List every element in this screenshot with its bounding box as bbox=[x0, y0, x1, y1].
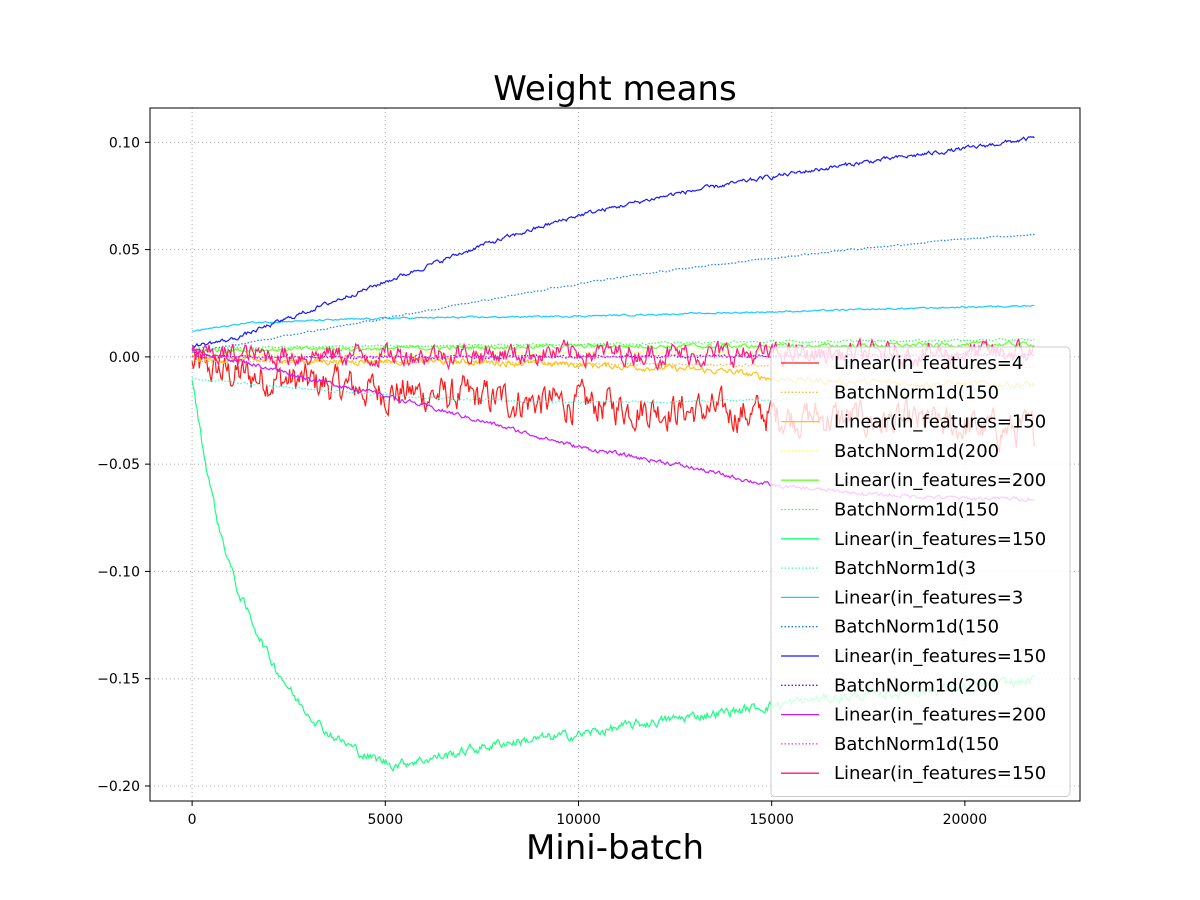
series-line bbox=[192, 233, 1035, 353]
legend-box bbox=[770, 346, 1071, 797]
y-tick-label: −0.15 bbox=[97, 672, 140, 688]
legend-label: Linear(in_features=150 bbox=[834, 763, 1046, 784]
series-line bbox=[191, 337, 1035, 350]
x-axis-label: Mini-batch bbox=[526, 828, 704, 868]
chart-title: Weight means bbox=[493, 69, 736, 109]
x-tick-label: 20000 bbox=[943, 812, 988, 828]
legend-label: BatchNorm1d(150 bbox=[834, 500, 999, 521]
legend-label: BatchNorm1d(200 bbox=[834, 441, 999, 462]
legend-label: Linear(in_features=4 bbox=[834, 353, 1023, 374]
series-line bbox=[191, 304, 1035, 332]
legend-label: Linear(in_features=3 bbox=[834, 587, 1023, 608]
series-line bbox=[191, 340, 1035, 354]
y-tick-label: 0.00 bbox=[109, 350, 140, 366]
legend-label: Linear(in_features=150 bbox=[834, 529, 1046, 550]
legend-label: BatchNorm1d(3 bbox=[834, 558, 976, 579]
y-tick-label: 0.10 bbox=[109, 135, 140, 151]
legend-label: Linear(in_features=200 bbox=[834, 705, 1046, 726]
legend-label: BatchNorm1d(150 bbox=[834, 382, 999, 403]
legend-label: Linear(in_features=150 bbox=[834, 412, 1046, 433]
legend-label: BatchNorm1d(150 bbox=[834, 617, 999, 638]
y-tick-label: −0.20 bbox=[97, 779, 140, 795]
ticks: 0 5000 10000 15000 20000 0.10 0.05 0.00 −0.05 −0.… bbox=[97, 135, 987, 828]
x-tick-label: 15000 bbox=[749, 812, 794, 828]
x-tick-label: 5000 bbox=[367, 812, 403, 828]
legend-label: Linear(in_features=200 bbox=[834, 470, 1046, 491]
legend-label: BatchNorm1d(200 bbox=[834, 675, 999, 696]
grid bbox=[150, 108, 1080, 801]
y-tick-label: −0.05 bbox=[97, 457, 140, 473]
series-line bbox=[192, 135, 1035, 349]
y-tick-label: −0.10 bbox=[97, 564, 140, 580]
legend-label: BatchNorm1d(150 bbox=[834, 734, 999, 755]
plot-frame bbox=[149, 107, 1081, 802]
x-tick-label: 10000 bbox=[556, 812, 601, 828]
legend-label: Linear(in_features=150 bbox=[834, 646, 1046, 667]
x-tick-label: 0 bbox=[188, 812, 197, 828]
y-tick-label: 0.05 bbox=[109, 243, 140, 259]
legend: Linear(in_features=4 BatchNorm1d(150 Linea… bbox=[770, 346, 1071, 797]
